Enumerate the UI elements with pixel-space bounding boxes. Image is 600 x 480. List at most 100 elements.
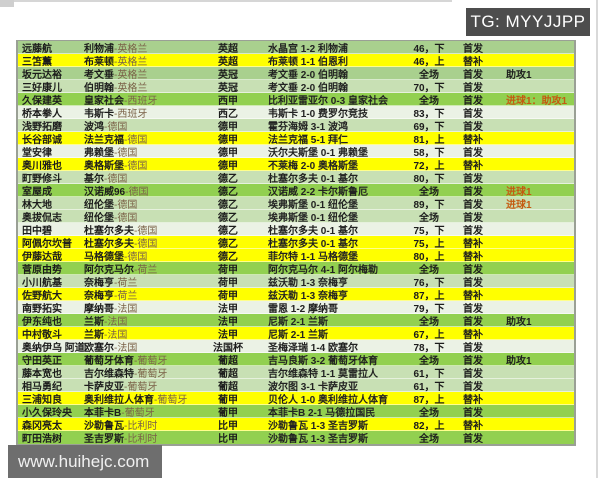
table-row: 长谷部诚 法兰克福-德国 德甲 法兰克福 5-1 拜仁 81，上 替补: [18, 132, 574, 146]
club-country: -葡萄牙: [134, 368, 168, 380]
club-cell: 摩纳哥-法国: [84, 300, 188, 315]
club-country: -德国: [134, 238, 158, 250]
club-name: 圣吉罗斯: [84, 434, 124, 445]
league-cell: 德乙: [218, 212, 238, 224]
player-name: 伊东纯也: [22, 316, 62, 328]
club-cell: 基尔-德国: [84, 170, 188, 185]
club-name: 兰斯: [84, 329, 104, 341]
minutes-cell: 75，上: [413, 238, 445, 250]
status-cell: 替补: [463, 329, 483, 341]
note-cell: 进球1: [506, 199, 532, 211]
club-country: -荷兰: [114, 290, 138, 302]
score-cell: 贝伦人 1-0 奥利维拉人体育: [268, 394, 389, 406]
club-name: 马格德堡: [84, 251, 124, 263]
minutes-cell: 全场: [419, 69, 439, 81]
club-name: 奈梅亨: [84, 290, 114, 302]
score-cell: 布莱顿 1-1 伯恩利: [268, 56, 349, 68]
club-country: -德国: [114, 199, 138, 211]
club-country: -德国: [124, 134, 148, 146]
score-cell: 杜塞尔多夫 0-1 基尔: [268, 225, 359, 237]
league-cell: 葡甲: [218, 407, 238, 419]
club-cell: 利物浦-英格兰: [84, 40, 188, 55]
table-row: 菅原由势 阿尔克马尔-荷兰 荷甲 阿尔克马尔 4-1 阿尔梅勒 全场 首发: [18, 262, 574, 276]
league-cell: 荷甲: [218, 277, 238, 289]
minutes-cell: 75，下: [413, 225, 445, 237]
minutes-cell: 82，上: [413, 420, 445, 432]
status-cell: 替补: [463, 290, 483, 302]
club-name: 纽伦堡: [84, 212, 114, 224]
status-cell: 替补: [463, 238, 483, 250]
club-name: 杜塞尔多夫: [84, 238, 134, 250]
club-cell: 奈梅亨-荷兰: [84, 287, 188, 302]
club-country: -英格兰: [114, 56, 148, 68]
table-row: 奥纳伊乌 阿道 欧塞尔-法国 法国杯 圣梅泽瑞 1-4 欧塞尔 78，下 首发: [18, 340, 574, 354]
club-name: 汉诺威96: [84, 186, 126, 198]
club-country: -德国: [104, 121, 128, 133]
club-name: 吉尔维森特: [84, 368, 134, 380]
club-cell: 吉尔维森特-葡萄牙: [84, 365, 188, 380]
note-cell: 助攻1: [506, 316, 532, 328]
player-name: 佐野航大: [22, 290, 62, 302]
scan-artifact-right: [596, 0, 598, 478]
club-cell: 波鸿-德国: [84, 118, 188, 133]
club-cell: 皇家社会-西班牙: [84, 92, 188, 107]
league-cell: 德乙: [218, 173, 238, 185]
status-cell: 首发: [463, 434, 483, 445]
club-cell: 奈梅亨-荷兰: [84, 274, 188, 289]
club-cell: 韦斯卡-西班牙: [84, 105, 188, 120]
score-cell: 汉诺威 2-2 卡尔斯鲁厄: [268, 186, 369, 198]
league-cell: 英冠: [218, 69, 238, 81]
status-cell: 首发: [463, 212, 483, 224]
minutes-cell: 87，上: [413, 394, 445, 406]
club-name: 波鸿: [84, 121, 104, 133]
table-row: 森冈亮太 沙勒鲁瓦-比利时 比甲 沙勒鲁瓦 1-3 圣吉罗斯 82，上 替补: [18, 418, 574, 432]
club-name: 葡萄牙体育: [84, 355, 134, 367]
league-cell: 德甲: [218, 121, 238, 133]
club-name: 欧塞尔: [84, 342, 114, 354]
status-cell: 首发: [463, 225, 483, 237]
note-cell: 助攻1: [506, 69, 532, 81]
status-cell: 首发: [463, 173, 483, 185]
table-row: 南野拓实 摩纳哥-法国 法甲 雷恩 1-2 摩纳哥 79，下 首发: [18, 300, 574, 315]
scan-artifact-corner: [0, 0, 14, 7]
player-name: 奥纳伊乌 阿道: [22, 342, 85, 354]
table-row: 三笘薫 布莱顿-英格兰 英超 布莱顿 1-1 伯恩利 46，上 替补: [18, 54, 574, 68]
table-row: 阿佩尔坎普 杜塞尔多夫-德国 德乙 杜塞尔多夫 0-1 基尔 75，上 替补: [18, 235, 574, 250]
club-country: -葡萄牙: [134, 355, 168, 367]
status-cell: 首发: [463, 303, 483, 315]
table-row: 三好康儿 伯明翰-英格兰 英冠 考文垂 2-0 伯明翰 70，下 首发: [18, 80, 574, 94]
minutes-cell: 76，下: [413, 277, 445, 289]
note-cell: 助攻1: [506, 355, 532, 367]
player-name: 桥本拳人: [22, 108, 62, 120]
player-name: 浅野拓磨: [22, 121, 62, 133]
score-cell: 菲尔特 1-1 马格德堡: [268, 251, 359, 263]
score-cell: 阿尔克马尔 4-1 阿尔梅勒: [268, 264, 379, 276]
table-row: 町田浩树 圣吉罗斯-比利时 比甲 沙勒鲁瓦 1-3 圣吉罗斯 全场 首发: [18, 431, 574, 445]
club-country: -德国: [114, 147, 138, 159]
table-row: 堂安律 弗赖堡-德国 德甲 沃尔夫斯堡 0-1 弗赖堡 58，下 首发: [18, 145, 574, 159]
player-name: 南野拓实: [22, 303, 62, 315]
club-cell: 兰斯-法国: [84, 326, 188, 341]
club-name: 法兰克福: [84, 134, 124, 146]
note-cell: 进球1: [506, 186, 532, 198]
score-cell: 水晶宫 1-2 利物浦: [268, 43, 349, 55]
club-cell: 杜塞尔多夫-德国: [84, 235, 188, 250]
league-cell: 比甲: [218, 434, 238, 445]
player-name: 长谷部诚: [22, 134, 62, 146]
score-cell: 考文垂 2-0 伯明翰: [268, 82, 349, 94]
player-name: 三好康儿: [22, 82, 62, 94]
table-row: 伊东纯也 兰斯-法国 法甲 尼斯 2-1 兰斯 全场 首发 助攻1: [18, 314, 574, 328]
club-name: 韦斯卡: [84, 108, 114, 120]
player-name: 坂元达裕: [22, 69, 62, 81]
club-country: -德国: [124, 160, 148, 172]
player-name: 三笘薫: [22, 56, 52, 68]
status-cell: 首发: [463, 368, 483, 380]
table-row: 守田英正 葡萄牙体育-葡萄牙 葡超 吉马良斯 3-2 葡萄牙体育 全场 首发 助攻1: [18, 353, 574, 367]
club-country: -比利时: [124, 420, 158, 432]
player-name: 相马勇纪: [22, 381, 62, 393]
minutes-cell: 61，下: [413, 368, 445, 380]
score-cell: 吉尔维森特 1-1 莫雷拉人: [268, 368, 379, 380]
club-name: 皇家社会: [84, 95, 124, 107]
table-row: 小久保玲央 本菲卡B-葡萄牙 葡甲 本菲卡B 2-1 马德拉国民 全场 首发: [18, 405, 574, 419]
status-cell: 首发: [463, 355, 483, 367]
